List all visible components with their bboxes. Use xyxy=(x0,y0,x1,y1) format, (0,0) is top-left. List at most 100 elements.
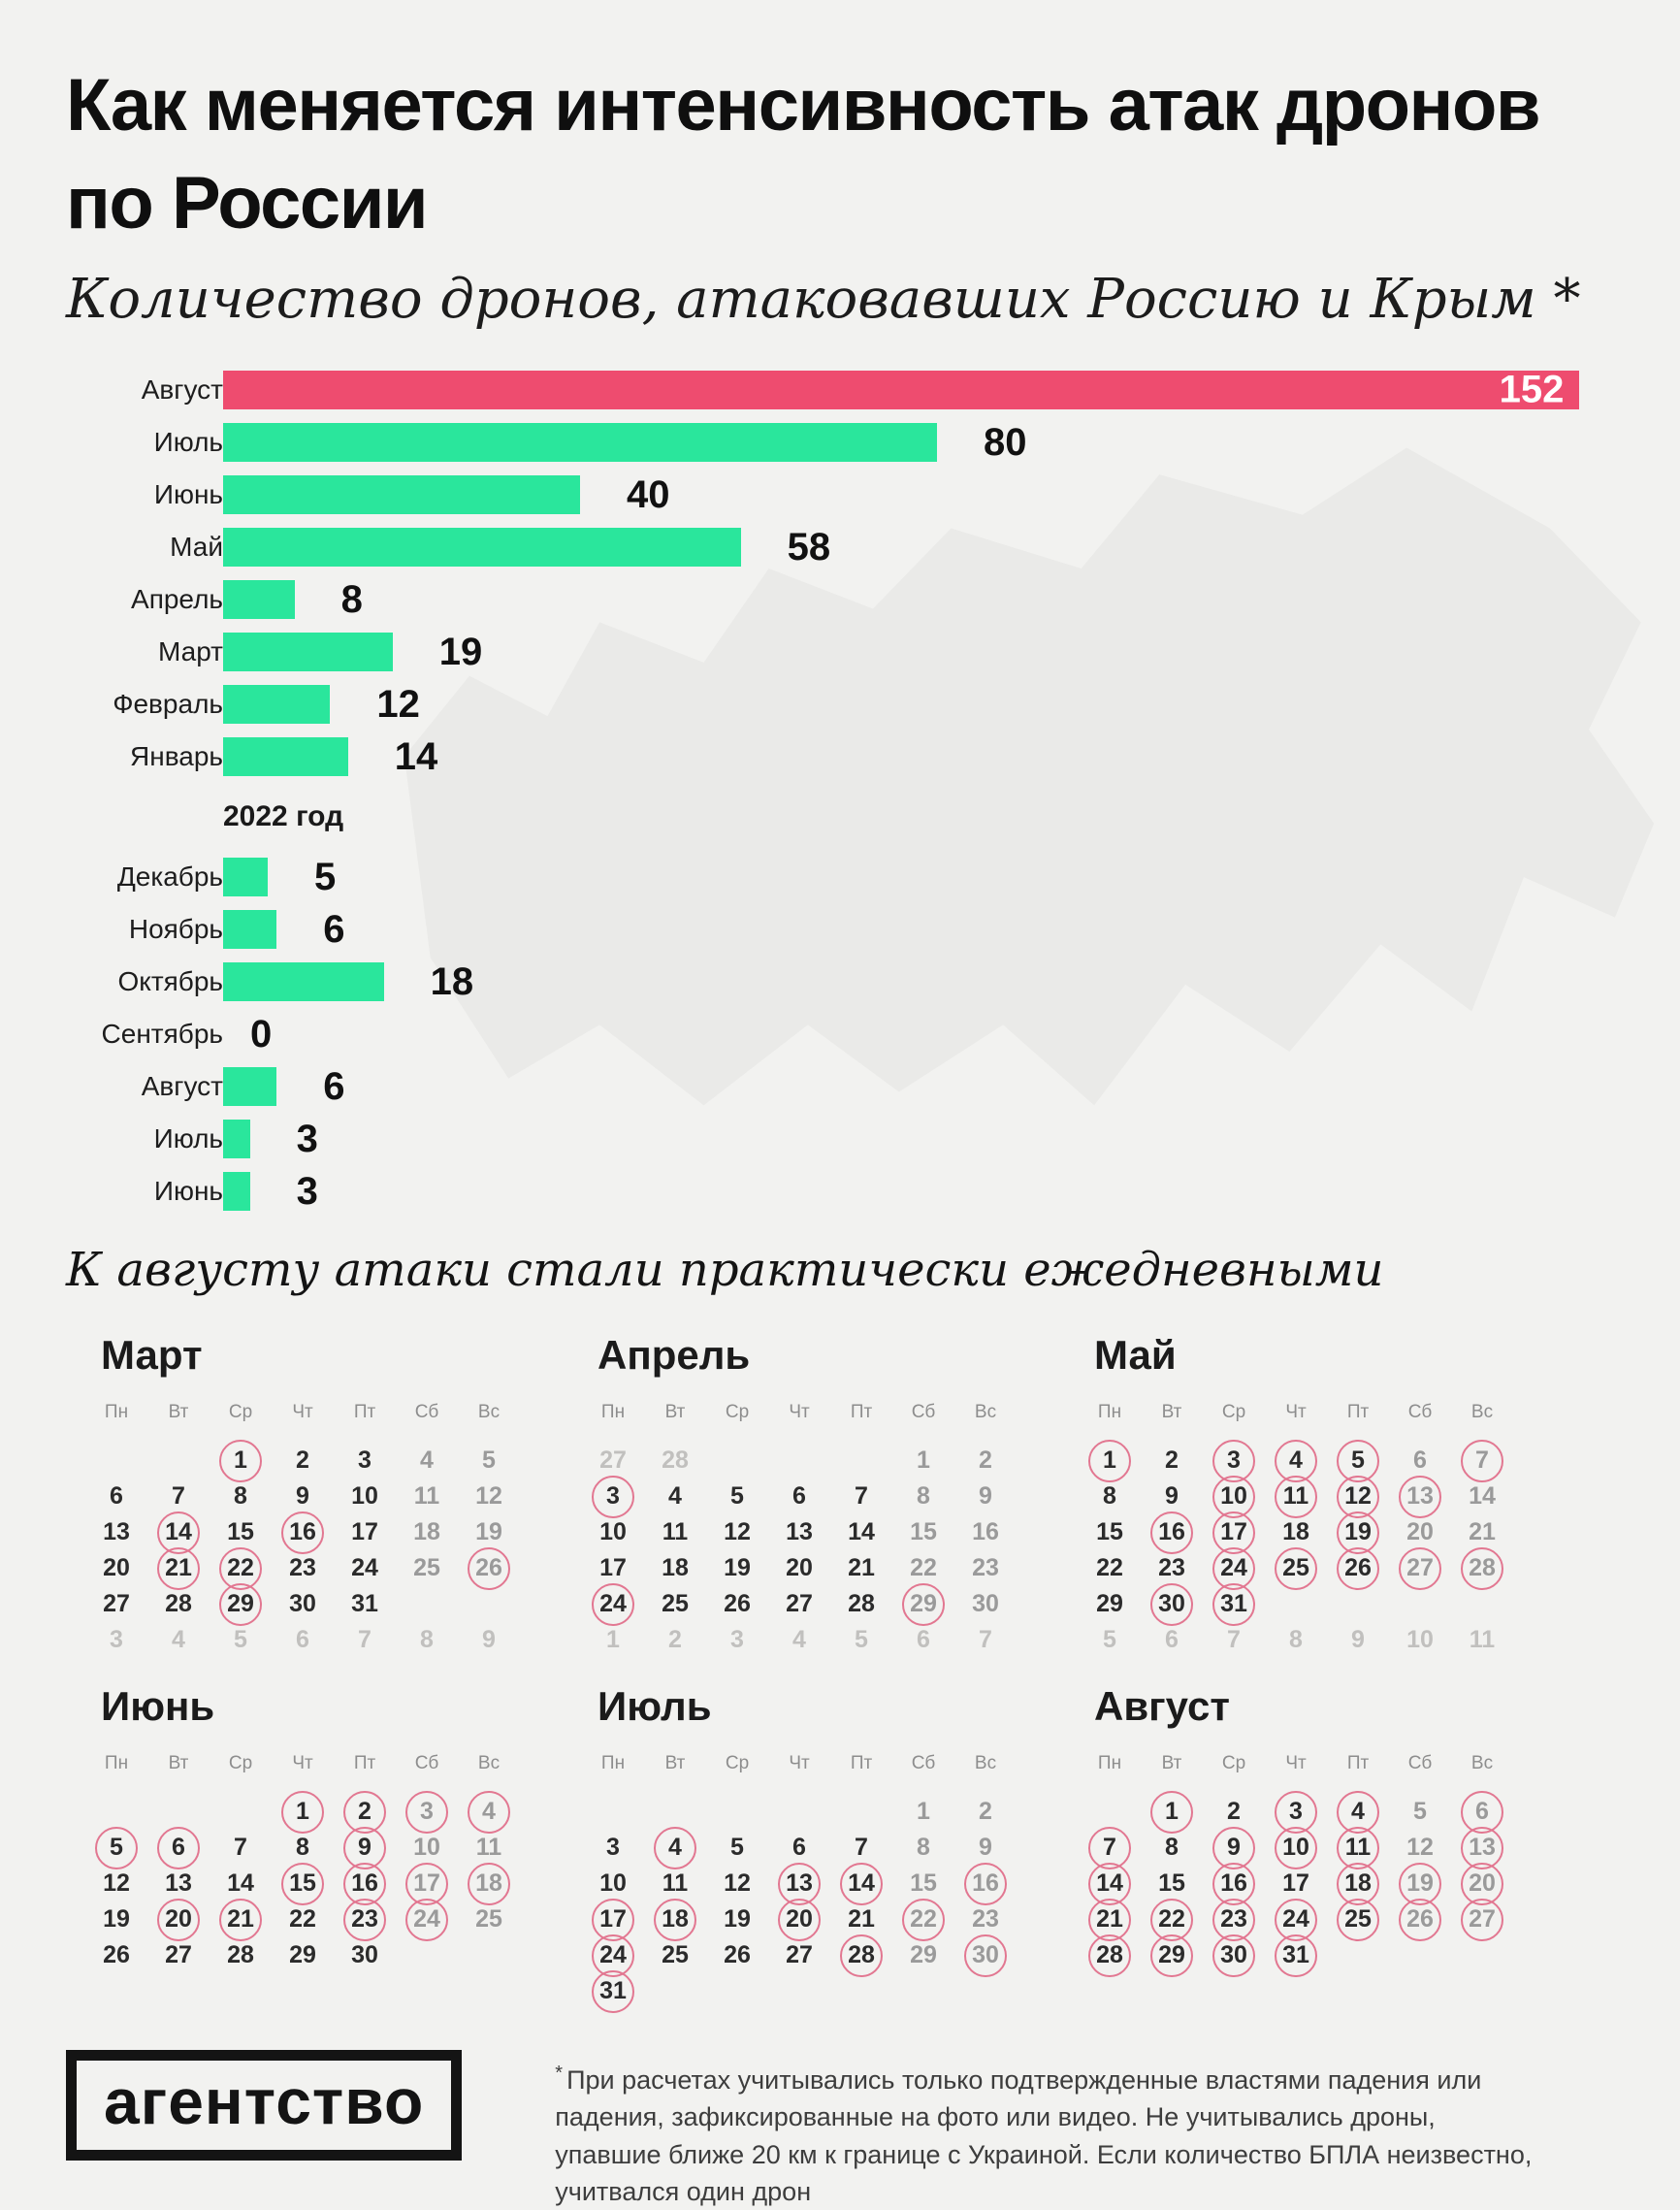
day-cell-circled: 20 xyxy=(159,1901,198,1937)
day-cell: 29 xyxy=(1096,1590,1123,1618)
bar-label: Декабрь xyxy=(116,861,223,893)
weekday-label: Вс xyxy=(974,1402,997,1423)
bar-label: Июнь xyxy=(153,1176,223,1207)
day-cell: 28 xyxy=(165,1590,192,1618)
day-cell-circled: 31 xyxy=(1276,1937,1315,1973)
day-cell: 6 xyxy=(1165,1626,1179,1654)
bar-value: 3 xyxy=(296,1169,318,1213)
bar-label: Сентябрь xyxy=(101,1019,223,1050)
day-cell-circled: 1 xyxy=(1090,1443,1129,1479)
day-cell: 3 xyxy=(110,1626,123,1654)
day-cell-circled: 27 xyxy=(1463,1901,1502,1937)
day-cell: 15 xyxy=(1158,1869,1185,1898)
weekday-label: Сб xyxy=(911,1753,936,1774)
day-cell-circled: 3 xyxy=(1276,1794,1315,1830)
bar-row: Апрель 8 xyxy=(66,573,1680,626)
day-cell-circled: 30 xyxy=(1214,1937,1253,1973)
day-cell-circled: 5 xyxy=(1339,1443,1377,1479)
day-cell: 21 xyxy=(848,1554,875,1582)
day-cell: 30 xyxy=(972,1590,999,1618)
day-cell: 23 xyxy=(972,1554,999,1582)
page-title-line2: по России xyxy=(66,162,429,245)
day-cell: 30 xyxy=(289,1590,316,1618)
day-cell: 27 xyxy=(165,1941,192,1969)
day-cell: 5 xyxy=(1103,1626,1116,1654)
weekday-label: Ср xyxy=(725,1753,750,1774)
day-cell: 21 xyxy=(1469,1518,1496,1546)
day-cell-empty xyxy=(1401,1586,1439,1622)
bar-value: 3 xyxy=(296,1117,318,1160)
day-cell: 8 xyxy=(420,1626,434,1654)
day-cell: 3 xyxy=(730,1626,744,1654)
day-cell: 4 xyxy=(172,1626,185,1654)
day-cell-circled: 12 xyxy=(1339,1479,1377,1514)
calendar-month-title: Июнь xyxy=(101,1683,215,1730)
bar-row: Январь 14 xyxy=(66,731,1680,783)
day-cell-empty xyxy=(159,1443,198,1479)
day-cell: 11 xyxy=(1469,1626,1496,1654)
day-cell: 5 xyxy=(1413,1798,1427,1826)
weekday-header-row: Пн Вт Ср Чт Пт Сб Вс xyxy=(85,1753,524,1774)
day-cell: 25 xyxy=(662,1590,689,1618)
weekday-label: Чт xyxy=(1285,1753,1307,1774)
day-cell-empty xyxy=(1090,1794,1129,1830)
day-cell-circled: 16 xyxy=(1152,1514,1191,1550)
day-cell-empty xyxy=(469,1586,508,1622)
day-cell-circled: 19 xyxy=(1401,1866,1439,1901)
weekday-label: Сб xyxy=(1407,1753,1433,1774)
days-grid: 1 2 3 4 5 6 7 8 9 10 11 12 13 14 15 16 17 18 19 20 21 22 23 24 2… xyxy=(85,1794,524,1973)
bar-value: 40 xyxy=(627,472,670,516)
day-cell-circled: 3 xyxy=(1214,1443,1253,1479)
bar-track: 6 xyxy=(223,1065,344,1108)
day-cell-circled: 7 xyxy=(1090,1830,1129,1866)
day-cell-circled: 9 xyxy=(345,1830,384,1866)
day-cell: 6 xyxy=(296,1626,309,1654)
footnote-asterisk: * xyxy=(555,2063,564,2085)
day-cell: 5 xyxy=(855,1626,868,1654)
day-cell-circled: 25 xyxy=(1276,1550,1315,1586)
day-cell: 20 xyxy=(103,1554,130,1582)
day-cell-circled: 7 xyxy=(1463,1443,1502,1479)
weekday-label: Сб xyxy=(414,1402,439,1423)
day-cell: 2 xyxy=(296,1446,309,1475)
day-cell-circled: 31 xyxy=(1214,1586,1253,1622)
day-cell-circled: 10 xyxy=(1214,1479,1253,1514)
day-cell: 19 xyxy=(724,1554,751,1582)
day-cell: 14 xyxy=(227,1869,254,1898)
day-cell: 11 xyxy=(662,1869,689,1898)
day-cell-empty xyxy=(718,1443,757,1479)
calendars-grid: Март Пн Вт Ср Чт Пт Сб Вс 1 2 3 4 5 6 7 8 9 10 11 12 13 14 15 1… xyxy=(85,1324,1599,2009)
days-grid: 27 28 1 2 3 4 5 6 7 8 9 10 11 12 13 14 15 16 17 18 19 20 21 22 2… xyxy=(582,1443,1020,1658)
weekday-label: Вт xyxy=(1161,1753,1182,1774)
calendar-month: Июнь Пн Вт Ср Чт Пт Сб Вс 1 2 3 4 5 6 7 8 9 10 11 12 13 14 15 1… xyxy=(85,1675,524,2009)
day-cell: 6 xyxy=(1413,1446,1427,1475)
day-cell: 10 xyxy=(599,1869,627,1898)
day-cell-empty xyxy=(780,1973,819,2009)
calendar-month: Апрель Пн Вт Ср Чт Пт Сб Вс 27 28 1 2 3 4 5 6 7 8 9 10 11 12 1… xyxy=(582,1324,1020,1658)
day-cell: 5 xyxy=(482,1446,496,1475)
calendar-month-title: Апрель xyxy=(598,1332,751,1379)
weekday-label: Пн xyxy=(1097,1402,1122,1423)
day-cell: 18 xyxy=(1282,1518,1309,1546)
day-cell-circled: 17 xyxy=(594,1901,632,1937)
bar-row: Октябрь 18 xyxy=(66,956,1680,1008)
day-cell: 12 xyxy=(724,1869,751,1898)
bar-row: Сентябрь 0 xyxy=(66,1008,1680,1060)
day-cell-circled: 6 xyxy=(159,1830,198,1866)
bar-label: Февраль xyxy=(113,689,223,720)
weekday-label: Вс xyxy=(477,1753,501,1774)
day-cell-empty xyxy=(966,1973,1005,2009)
day-cell: 20 xyxy=(1406,1518,1434,1546)
day-cell-empty xyxy=(656,1794,695,1830)
day-cell: 27 xyxy=(786,1941,813,1969)
day-cell: 6 xyxy=(792,1482,806,1511)
day-cell-empty xyxy=(656,1973,695,2009)
day-cell-circled: 18 xyxy=(469,1866,508,1901)
weekday-label: Вс xyxy=(974,1753,997,1774)
day-cell-circled: 5 xyxy=(97,1830,136,1866)
day-cell-empty xyxy=(1463,1937,1502,1973)
day-cell-circled: 18 xyxy=(656,1901,695,1937)
weekday-label: Чт xyxy=(789,1402,810,1423)
calendar-month: Май Пн Вт Ср Чт Пт Сб Вс 1 2 3 4 5 6 7 8 9 10 11 12 13 14 15 16… xyxy=(1079,1324,1517,1658)
weekday-header-row: Пн Вт Ср Чт Пт Сб Вс xyxy=(1079,1402,1517,1423)
